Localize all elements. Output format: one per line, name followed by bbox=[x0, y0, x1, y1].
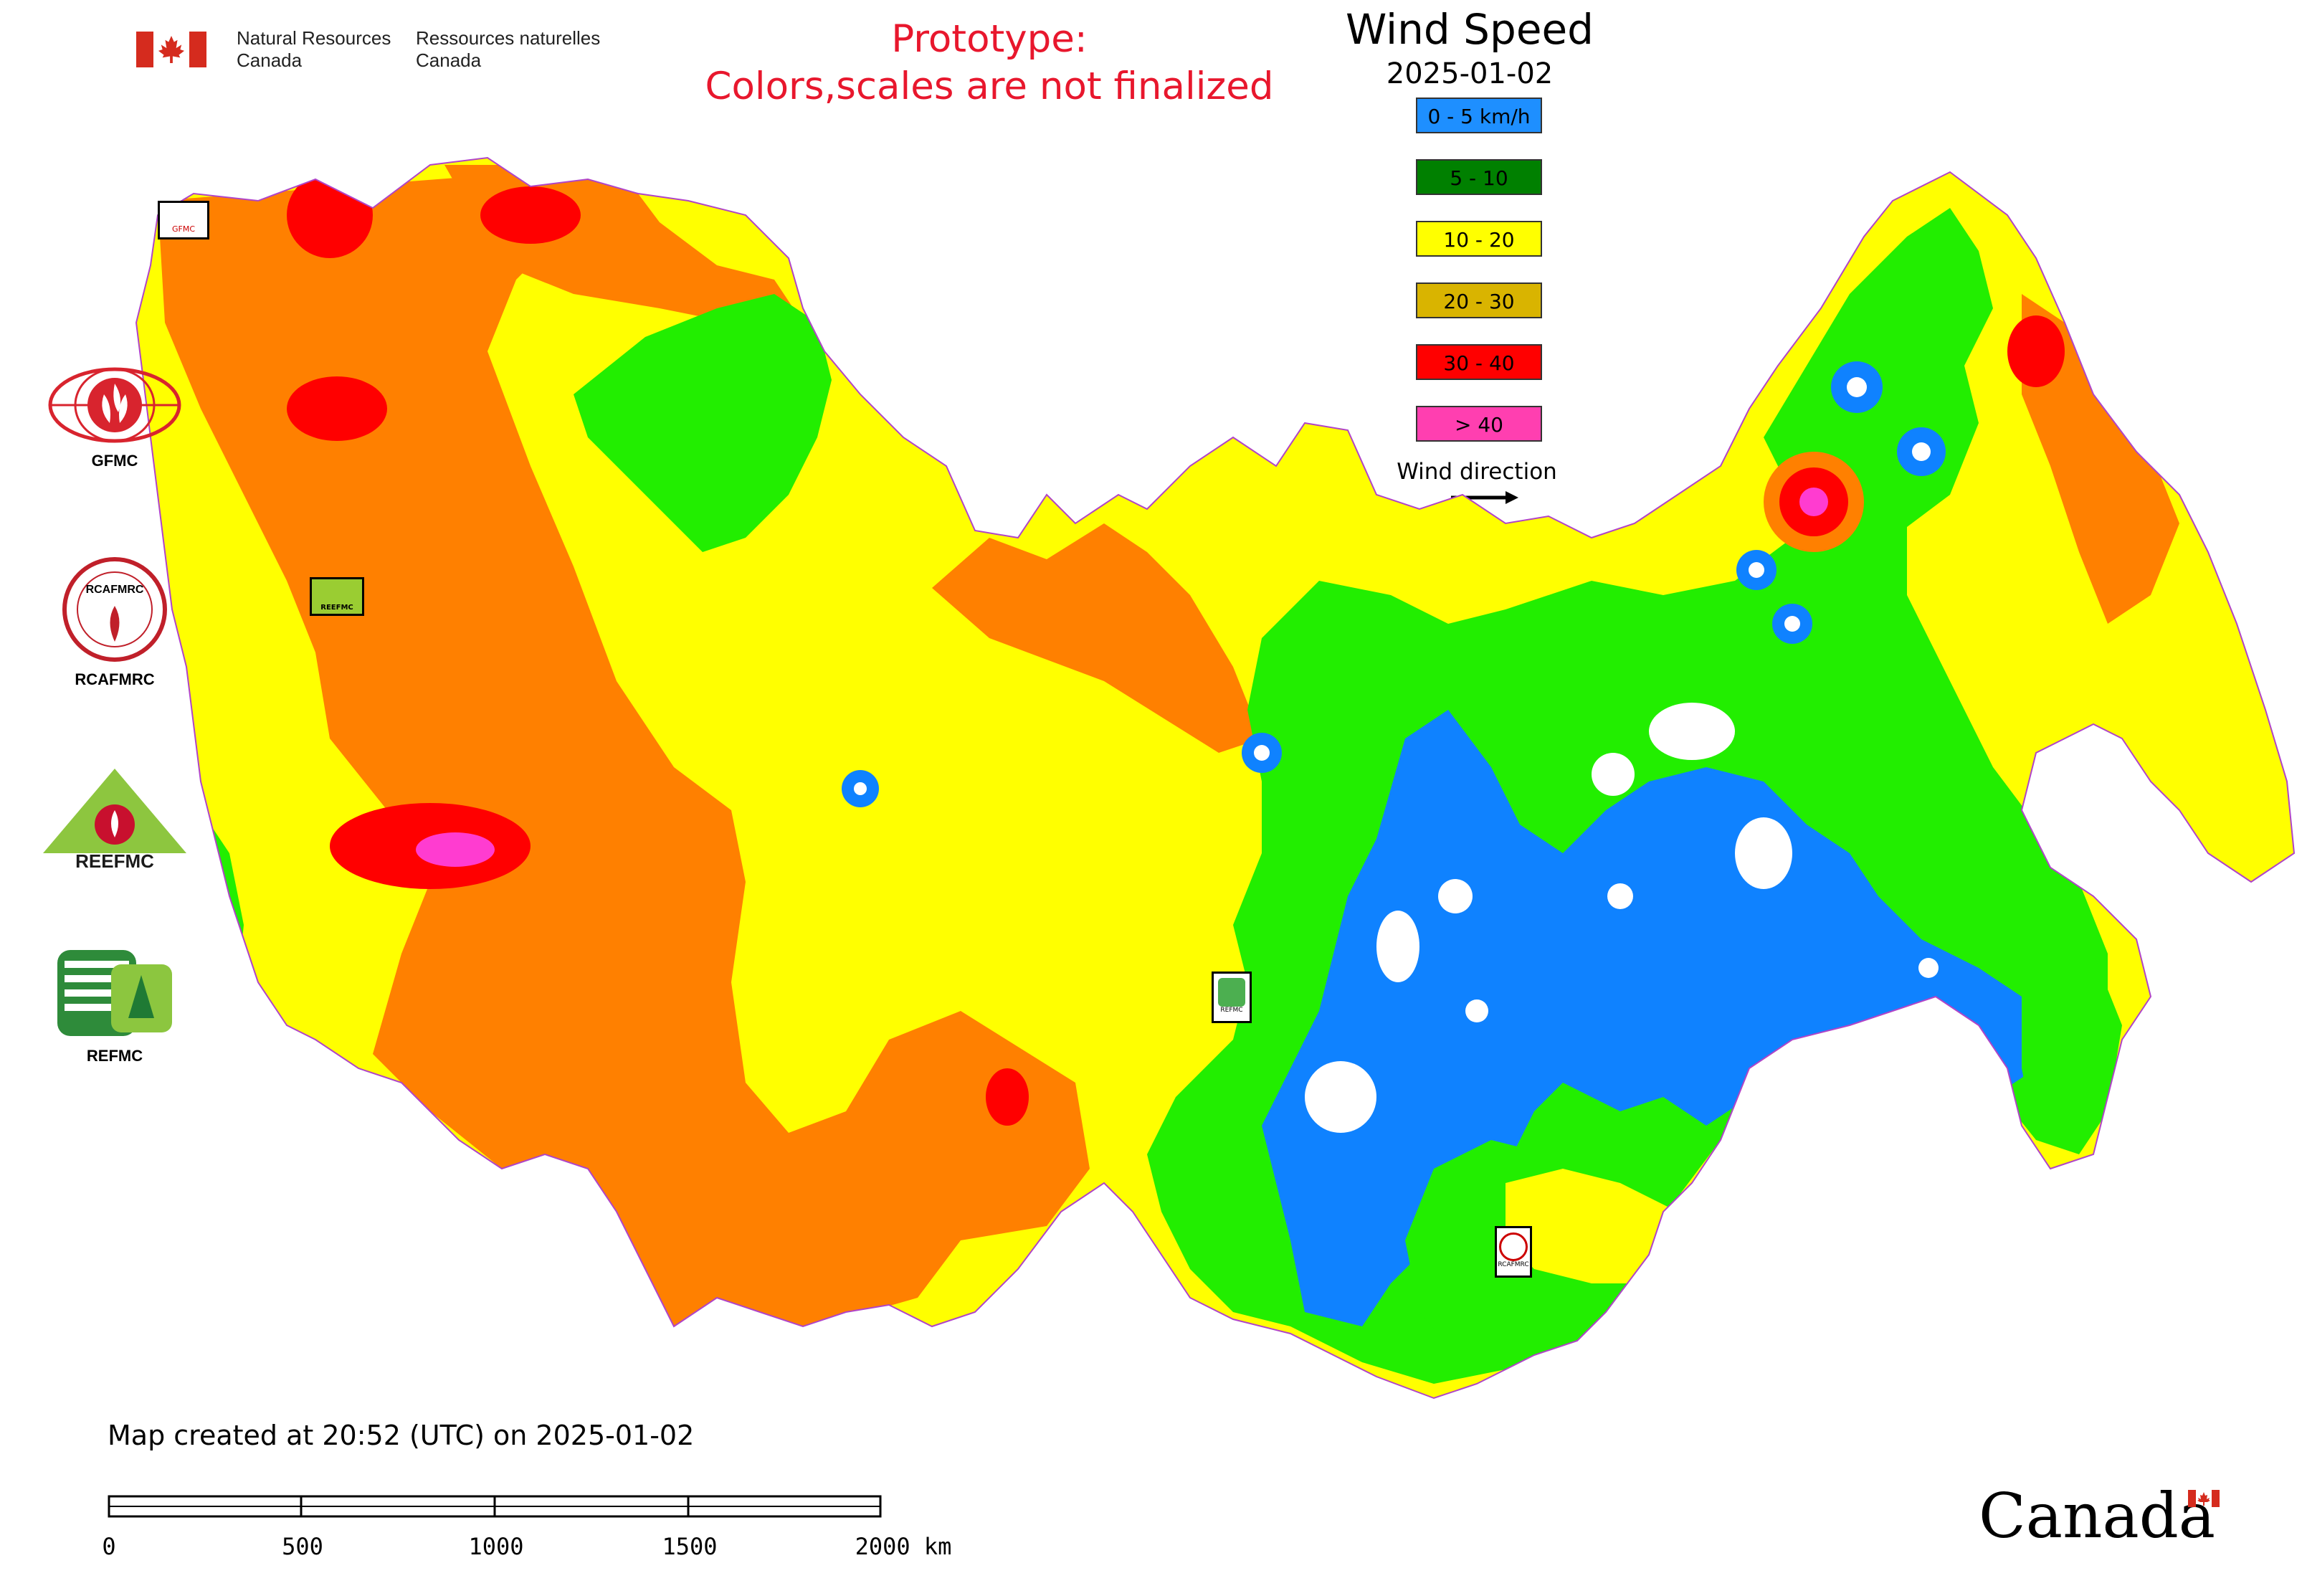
legend-item: 10 - 20 bbox=[1416, 221, 1542, 257]
scale-label: 0 bbox=[102, 1533, 116, 1560]
stamp-rcafmrc: RCAFMRC bbox=[1495, 1226, 1532, 1278]
zone-30-40-barents bbox=[480, 186, 581, 244]
stamp-refmc: REFMC bbox=[1212, 972, 1252, 1023]
canada-wordmark-text: Canada bbox=[1979, 1481, 2216, 1552]
wind-speed-zones bbox=[136, 158, 2294, 1398]
prototype-notice: Prototype: Colors,scales are not finaliz… bbox=[705, 17, 1274, 108]
wind-speed-map bbox=[135, 157, 2295, 1399]
zone-20-30-east bbox=[2022, 294, 2179, 624]
reefmc-emblem-icon: REEFMC bbox=[43, 769, 186, 872]
legend-item: 20 - 30 bbox=[1416, 282, 1542, 318]
canada-wordmark: Canada bbox=[1979, 1484, 2222, 1549]
signature-french: Ressources naturelles Canada bbox=[416, 27, 601, 71]
zone-20-30-taymyr bbox=[932, 523, 1262, 753]
government-signature: Natural Resources Canada Ressources natur… bbox=[136, 27, 609, 77]
reefmc-emblem-text: REEFMC bbox=[75, 850, 154, 871]
legend-title: Wind Speed bbox=[1345, 5, 1594, 54]
rcafmrc-emblem-icon: RCAFMRC bbox=[62, 557, 167, 662]
zone-30-40-central bbox=[986, 1068, 1029, 1126]
zone-30-40-northwest bbox=[287, 376, 387, 441]
wind-direction-label: Wind direction bbox=[1397, 459, 1557, 485]
gfmc-logo: GFMC bbox=[36, 366, 194, 470]
canada-flag-icon bbox=[136, 32, 206, 67]
map-created-timestamp: Map created at 20:52 (UTC) on 2025-01-02 bbox=[108, 1420, 695, 1451]
legend-date: 2025-01-02 bbox=[1386, 57, 1554, 90]
rcafmrc-emblem-text: RCAFMRC bbox=[86, 584, 144, 596]
zone-over-40-kolyma bbox=[1799, 488, 1828, 516]
canada-flag-icon bbox=[2188, 1490, 2220, 1507]
legend-item: > 40 bbox=[1416, 406, 1542, 442]
scale-label: 1500 bbox=[662, 1533, 718, 1560]
scale-label: 2000 km bbox=[855, 1533, 952, 1560]
stamp-gfmc: GFMC bbox=[158, 201, 209, 239]
refmc-logo: REFMC bbox=[36, 946, 194, 1065]
legend-item: 5 - 10 bbox=[1416, 159, 1542, 195]
zone-over-40-west bbox=[416, 832, 495, 867]
rcafmrc-label: RCAFMRC bbox=[75, 670, 155, 688]
refmc-emblem-icon bbox=[57, 950, 172, 1036]
scale-label: 500 bbox=[282, 1533, 323, 1560]
signature-english: Natural Resources Canada bbox=[237, 27, 391, 71]
gfmc-label: GFMC bbox=[91, 452, 138, 470]
legend-item: 0 - 5 km/h bbox=[1416, 98, 1542, 133]
reefmc-logo: REEFMC bbox=[36, 767, 194, 874]
zone-30-40-kamchatka bbox=[2007, 315, 2065, 387]
zone-20-30-west bbox=[158, 172, 1090, 1326]
stamp-reefmc: REEFMC bbox=[310, 577, 364, 616]
gfmc-emblem-icon bbox=[48, 367, 181, 443]
zone-5-10-southeast bbox=[2022, 939, 2122, 1154]
rcafmrc-logo: RCAFMRC RCAFMRC bbox=[36, 556, 194, 689]
scale-label: 1000 bbox=[468, 1533, 524, 1560]
scale-bar bbox=[108, 1495, 882, 1518]
legend-item: 30 - 40 bbox=[1416, 344, 1542, 380]
refmc-label: REFMC bbox=[86, 1047, 143, 1065]
zone-5-10-northwest bbox=[574, 294, 832, 552]
zone-10-20-baikal bbox=[1506, 1169, 1692, 1283]
